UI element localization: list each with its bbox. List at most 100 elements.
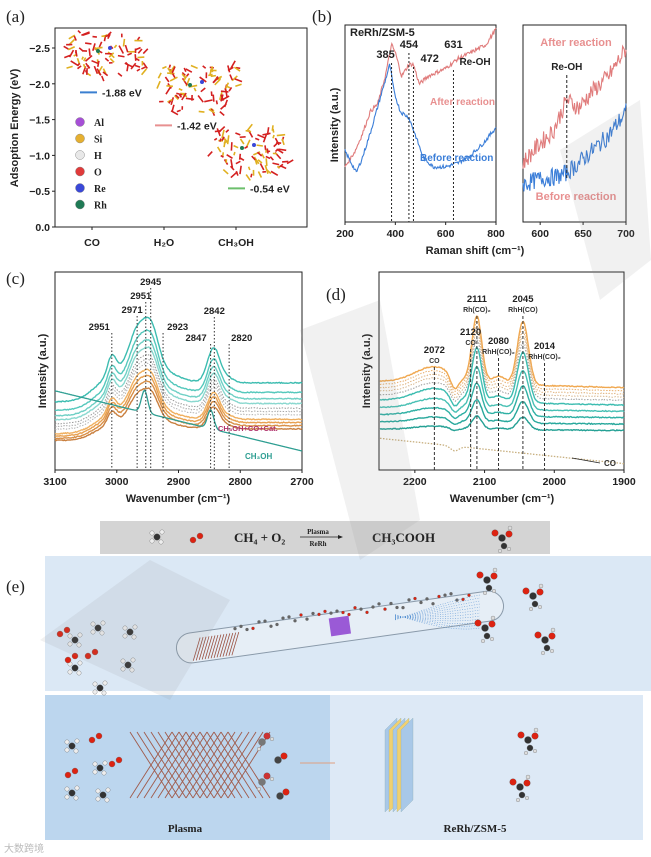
plasma-coil-wire: [231, 632, 240, 656]
x-tick-label: 600: [437, 228, 455, 240]
x-tick-label: 800: [487, 228, 505, 240]
carbon-atom-icon: [541, 636, 549, 644]
framework-bond: [88, 48, 91, 56]
reference-spectrum: [379, 437, 625, 465]
carbon-atom-icon: [518, 791, 526, 799]
oxygen-atom-icon: [280, 752, 288, 760]
x-tick-label: 3000: [105, 476, 129, 488]
x-tick-label: 2900: [167, 476, 191, 488]
framework-bond: [162, 65, 167, 70]
framework-bond: [266, 148, 269, 154]
peak-assignment-label: CO: [429, 358, 440, 365]
framework-bond: [105, 34, 110, 38]
legend-atom-re-icon: [75, 183, 85, 193]
hydrogen-atom-icon: [74, 785, 80, 791]
framework-bond: [174, 94, 179, 101]
hydrogen-atom-icon: [270, 777, 274, 781]
gas-molecule-icon: [425, 597, 429, 601]
peak-label: 2014: [534, 341, 556, 352]
framework-bond: [193, 87, 197, 92]
framework-bond: [235, 160, 241, 165]
equation-product: CH₃COOH: [372, 530, 435, 545]
framework-bond: [190, 64, 198, 70]
framework-bond: [230, 159, 234, 169]
mixture-label: CH₃OH+CO+Cat.: [218, 424, 278, 433]
hydrogen-atom-icon: [130, 657, 136, 663]
carbon-atom-icon: [483, 576, 491, 584]
spectrum-series: [54, 358, 303, 428]
hydrogen-atom-icon: [490, 637, 494, 641]
gas-molecule-icon: [245, 627, 249, 632]
framework-bond: [276, 148, 284, 154]
reaction-equation-band: [100, 521, 550, 554]
framework-bond: [265, 158, 268, 167]
peak-label: 472: [420, 53, 438, 65]
framework-bond: [70, 60, 79, 67]
carbon-atom-icon: [526, 744, 534, 752]
watermark: [40, 100, 651, 700]
oxygen-atom-icon: [263, 772, 271, 780]
gas-molecule-icon: [317, 612, 321, 617]
carbon-atom-icon: [531, 600, 539, 608]
framework-bond: [169, 76, 178, 82]
x-tick-label: 400: [387, 228, 405, 240]
framework-bond: [117, 72, 123, 77]
y-tick-label: −1.0: [29, 150, 50, 162]
carbon-atom-icon: [274, 756, 282, 764]
oxygen-atom-icon: [108, 760, 116, 768]
peak-label: 2072: [424, 345, 445, 356]
spectrum-series: [54, 338, 302, 417]
framework-bond: [113, 44, 118, 49]
gas-molecule-icon: [335, 609, 339, 613]
panel-b-chart: Intensity (a.u.) Raman shift (cm⁻¹) ReRh…: [329, 24, 635, 257]
framework-bond: [171, 66, 176, 74]
framework-bond: [272, 134, 275, 139]
methane-carbon-icon: [96, 764, 104, 772]
hydrogen-atom-icon: [525, 796, 529, 800]
co-label: CO: [604, 459, 616, 468]
oxygen-atom-icon: [71, 767, 79, 775]
framework-bond: [278, 148, 287, 152]
peak-label: 2120: [460, 327, 481, 338]
framework-bond: [233, 144, 239, 149]
framework-bond: [226, 154, 233, 159]
legend-atom-rh-icon: [75, 199, 85, 210]
framework-bond: [254, 157, 260, 165]
y-tick-label: −2.5: [29, 43, 50, 55]
methane-carbon-icon: [68, 789, 76, 797]
framework-bond: [137, 48, 143, 54]
catalyst-bed: [328, 615, 352, 637]
oxygen-atom-icon: [189, 536, 197, 544]
framework-bond: [251, 155, 256, 161]
framework-bond: [202, 65, 207, 69]
reaction-arrowhead: [338, 535, 343, 539]
framework-bond: [87, 72, 92, 77]
legend-atom-al-icon: [75, 117, 85, 127]
methane-carbon-icon: [71, 664, 79, 672]
framework-bond: [107, 51, 115, 59]
re-atom: [108, 46, 112, 50]
peak-label: 2951: [89, 322, 111, 333]
framework-bond: [78, 47, 84, 52]
methane-carbon-icon: [99, 791, 107, 799]
y-axis-label: Adsoption Energy (eV): [9, 68, 21, 187]
framework-bond: [124, 62, 133, 68]
peak-label: 2842: [204, 306, 225, 317]
framework-bond: [134, 64, 141, 68]
hydrogen-atom-icon: [67, 633, 73, 639]
framework-bond: [136, 68, 141, 72]
framework-bond: [207, 151, 213, 157]
plasma-label: Plasma: [168, 823, 203, 835]
framework-bond: [269, 156, 274, 161]
gas-molecule-icon: [377, 602, 381, 606]
gas-molecule-icon: [461, 597, 465, 602]
panel-e-scheme: CH₄ + O₂ Plasma ReRh CH₃COOH Plasma ReRh…: [45, 521, 651, 840]
carbon-atom-icon: [524, 736, 532, 744]
framework-bond: [185, 68, 193, 73]
hydrogen-atom-icon: [73, 795, 79, 801]
inset-series-after: [522, 44, 627, 169]
framework-bond: [216, 128, 221, 137]
framework-bond: [231, 75, 238, 82]
hydrogen-atom-icon: [525, 774, 531, 780]
y-axis-label: Intensity (a.u.): [329, 87, 341, 162]
